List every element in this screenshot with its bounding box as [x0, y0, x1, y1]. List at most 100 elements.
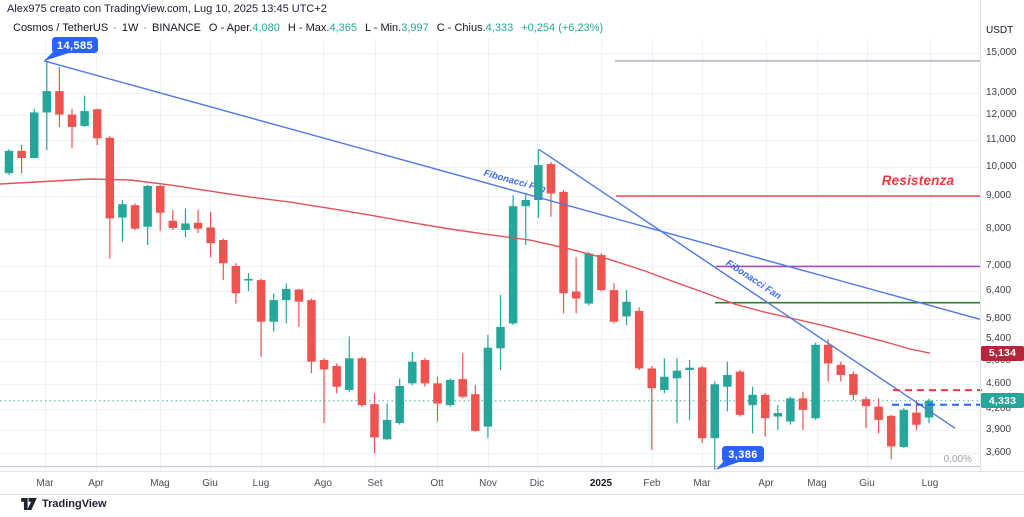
candle-body — [231, 265, 241, 294]
candle-body — [282, 288, 291, 301]
candle-body — [811, 344, 820, 419]
candle-body — [710, 384, 720, 439]
fibonacci-fan-line-1[interactable] — [43, 60, 981, 320]
high-price-callout[interactable]: 14,585 — [44, 37, 98, 61]
price-tick-label: 13,000 — [986, 87, 1017, 99]
time-axis-border — [0, 471, 1024, 472]
candle — [458, 353, 467, 399]
candle-body — [206, 227, 215, 244]
candle-body — [571, 291, 581, 299]
candle — [823, 339, 833, 382]
change-value: +0,254 (+6,23%) — [521, 22, 604, 34]
candle — [609, 283, 619, 324]
candle — [445, 378, 455, 407]
tradingview-logo[interactable]: TradingView — [21, 498, 107, 510]
callout-box — [722, 446, 764, 462]
price-tick-label: 3,900 — [986, 424, 1012, 436]
low-price-callout[interactable]: 3,386 — [716, 446, 764, 470]
candle — [42, 60, 52, 150]
candle-body — [912, 412, 921, 425]
candle — [735, 369, 745, 417]
candle-body — [685, 367, 694, 370]
candle-body — [697, 367, 707, 439]
time-tick-label: Mag — [150, 478, 170, 489]
resistance-text-label[interactable]: Resistenza — [881, 173, 955, 188]
candle-body — [660, 376, 669, 390]
candle-body — [445, 379, 455, 406]
symbol-name: Cosmos / TetherUS — [13, 22, 109, 34]
price-tick-label: 11,000 — [986, 133, 1016, 145]
candle — [433, 376, 442, 422]
time-tick-label: Ago — [314, 478, 332, 489]
candle — [155, 184, 165, 231]
candle-body — [924, 400, 934, 418]
candle — [17, 144, 26, 174]
ohlc-item-0: O - Aper.4,080 — [208, 22, 280, 34]
candle — [861, 396, 871, 429]
candle-body — [332, 365, 341, 387]
candle — [231, 263, 241, 304]
time-tick-label: Giu — [859, 478, 875, 489]
tradingview-logo-text: TradingView — [42, 498, 107, 510]
candle — [647, 365, 657, 450]
candle — [534, 149, 543, 219]
fibonacci-fan-line-2[interactable] — [538, 148, 956, 429]
candle-body — [307, 300, 316, 362]
candle — [29, 108, 39, 159]
candle-body — [634, 310, 644, 369]
candle-body — [395, 386, 404, 424]
candle — [571, 257, 581, 314]
candle-body — [29, 112, 39, 158]
candle-body — [370, 404, 379, 438]
candle-body — [546, 164, 556, 194]
candle — [256, 278, 266, 357]
candle — [4, 149, 14, 176]
ohlc-item-2: L - Min.3,997 — [364, 22, 429, 34]
candle-body — [345, 358, 354, 390]
candle-body — [622, 301, 631, 317]
candle-body — [672, 370, 682, 379]
candle — [597, 253, 606, 292]
price-tick-label: 9,000 — [986, 190, 1012, 202]
candle — [319, 358, 329, 424]
last-price-badge: 4,333 — [981, 393, 1024, 409]
price-tick-label: 7,000 — [986, 260, 1012, 272]
candle-body — [269, 300, 278, 322]
candle — [559, 190, 568, 314]
price-axis-border — [980, 0, 981, 472]
candle — [798, 391, 808, 430]
candle — [521, 193, 530, 246]
candle-body — [773, 413, 783, 417]
candle-body — [647, 368, 657, 389]
candle — [105, 136, 115, 259]
candle — [382, 403, 392, 440]
interval: 1W — [121, 22, 139, 34]
candle — [395, 378, 404, 425]
candle — [874, 398, 883, 434]
candle-body — [886, 415, 896, 447]
tradingview-logo-icon — [21, 498, 37, 510]
time-tick-label: Set — [367, 478, 383, 489]
candle — [269, 293, 278, 332]
candle — [836, 361, 846, 382]
candle — [748, 386, 757, 434]
separator: · — [143, 22, 148, 34]
time-tick-label: Apr — [758, 478, 774, 489]
candle-body — [760, 394, 770, 419]
candle — [370, 393, 379, 454]
moving-average-line — [0, 178, 931, 354]
time-tick-label: Mag — [807, 478, 827, 489]
price-tick-label: 6,400 — [986, 285, 1012, 297]
time-tick-label: Giu — [202, 478, 218, 489]
price-tick-label: 5,800 — [986, 313, 1012, 325]
candle — [307, 298, 316, 374]
candle — [849, 371, 858, 400]
candle — [886, 414, 896, 460]
zero-percent-label: 0,00% — [943, 454, 972, 465]
candlestick-series — [4, 60, 934, 470]
candle — [760, 393, 770, 437]
candle-body — [118, 204, 127, 218]
candle — [697, 365, 707, 444]
